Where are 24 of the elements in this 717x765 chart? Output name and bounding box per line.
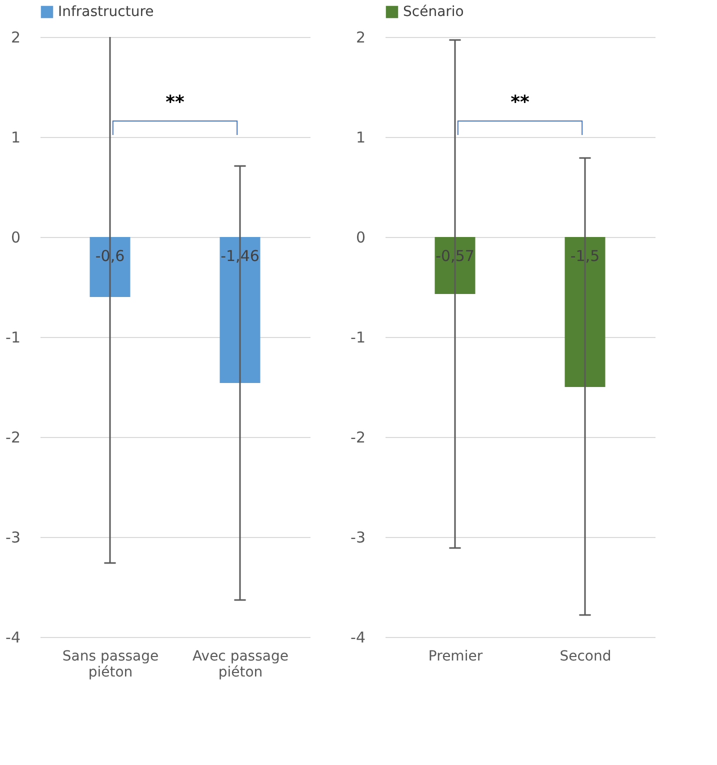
- y-tick-label: 2: [356, 28, 366, 46]
- y-tick-label: 1: [356, 128, 366, 146]
- legend-label: Scénario: [403, 4, 464, 20]
- y-tick-label: 1: [10, 128, 20, 146]
- y-tick-label: -3: [350, 528, 366, 546]
- y-tick-label: -1: [350, 328, 366, 346]
- x-tick-label: Premier: [428, 648, 483, 664]
- y-tick-label: 0: [356, 228, 366, 246]
- x-tick-label: Avec passage piéton: [192, 648, 288, 680]
- x-tick-label: Second: [560, 648, 612, 664]
- y-tick-label: 0: [10, 228, 20, 246]
- legend-label: Infrastructure: [58, 4, 154, 20]
- y-tick-label: -3: [6, 528, 20, 546]
- data-label: -1,5: [570, 247, 600, 265]
- annotation: **: [510, 92, 530, 113]
- x-tick-label: Sans passage piéton: [62, 648, 159, 680]
- y-tick-label: -2: [350, 428, 366, 446]
- y-tick-label: -1: [6, 328, 20, 346]
- y-tick-label: -4: [6, 628, 20, 646]
- y-tick-label: -4: [350, 628, 366, 646]
- data-label: -0,57: [436, 247, 474, 265]
- annotation: **: [166, 92, 185, 113]
- y-tick-label: -2: [6, 428, 20, 446]
- y-tick-label: 2: [10, 28, 20, 46]
